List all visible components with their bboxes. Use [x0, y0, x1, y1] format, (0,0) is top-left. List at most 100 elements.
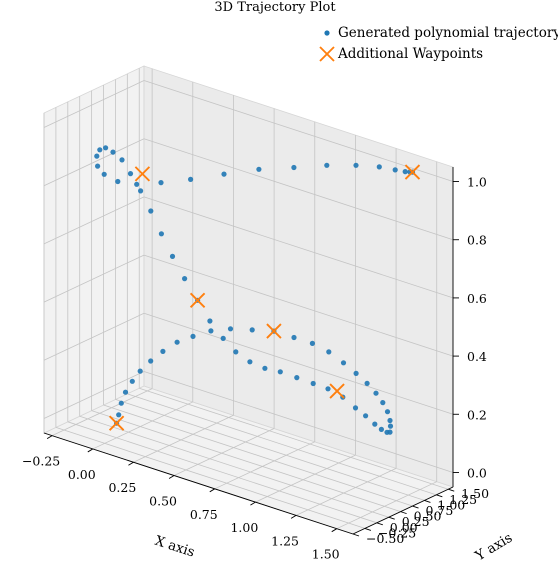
- x-tick-label: 0.25: [108, 480, 136, 495]
- trajectory-point: [380, 400, 386, 406]
- y-tick-label: −0.50: [366, 531, 404, 546]
- z-grid-left: [43, 80, 145, 128]
- trajectory-point: [364, 380, 370, 386]
- axis-lines: [43, 167, 459, 537]
- z-tick-label: 0.4: [467, 349, 487, 364]
- y-grid-floor: [91, 410, 401, 512]
- x-axis-line: [43, 432, 354, 535]
- trajectory-point: [363, 413, 369, 419]
- y-tick-mark: [448, 488, 455, 492]
- trajectory-point: [97, 147, 103, 153]
- waypoint-marker: [108, 415, 125, 431]
- x-tick-mark: [168, 475, 175, 479]
- trajectory-point: [352, 405, 359, 411]
- y-tick-label: 1.00: [437, 497, 465, 512]
- z-grid-back: [143, 196, 454, 299]
- trajectory-point: [340, 360, 347, 366]
- trajectory-point: [158, 180, 164, 186]
- legend-label-waypoints: Additional Waypoints: [337, 46, 483, 62]
- trajectory-point: [291, 164, 297, 171]
- legend-marker-trajectory: [324, 30, 330, 36]
- legend-label-trajectory: Generated polynomial trajectory: [338, 25, 558, 41]
- trajectory-point: [160, 348, 166, 354]
- trajectory-point: [119, 157, 125, 163]
- trajectory-point: [277, 369, 283, 375]
- x-tick-mark: [250, 501, 256, 506]
- trajectory-point: [137, 368, 143, 374]
- waypoint-marker: [404, 164, 421, 180]
- trajectory-point: [110, 149, 116, 155]
- trajectory-point: [384, 409, 391, 415]
- z-tick-label: 0.6: [467, 291, 487, 306]
- y-tick-mark: [436, 494, 443, 498]
- tick-labels: −0.250.000.250.500.751.001.251.50−0.50−0…: [22, 175, 489, 562]
- trajectory-point: [134, 181, 140, 187]
- y-tick-mark: [400, 511, 407, 515]
- x-tick-label: 0.75: [190, 507, 218, 522]
- trajectory-point: [387, 423, 394, 429]
- trajectory-point: [249, 327, 255, 333]
- x-tick-mark: [128, 461, 134, 466]
- y-tick-label: 0.00: [390, 520, 418, 535]
- trajectory-point: [169, 253, 176, 259]
- trajectory-point: [115, 178, 121, 185]
- left-wall-pane: [43, 65, 145, 434]
- x-tick-mark: [290, 515, 297, 519]
- trajectory-point: [291, 334, 297, 341]
- z-grid-back: [143, 138, 454, 241]
- grid-lines: [43, 68, 454, 535]
- x-tick-label: −0.25: [22, 454, 60, 469]
- z-tick-label: 0.0: [467, 466, 487, 481]
- y-tick-label: 0.50: [414, 509, 442, 524]
- z-grid-left: [43, 138, 145, 187]
- trajectory-point: [94, 153, 100, 159]
- trajectory-point: [227, 326, 234, 332]
- trajectory-point: [148, 208, 154, 214]
- trajectory-point: [326, 349, 332, 355]
- trajectory-point: [208, 328, 214, 334]
- trajectory-point: [182, 276, 188, 282]
- axis-panes: [42, 65, 455, 535]
- y-grid-floor: [127, 393, 437, 496]
- z-tick-label: 0.2: [467, 407, 487, 422]
- x-tick-mark: [46, 435, 53, 440]
- x-tick-mark: [87, 448, 94, 453]
- x-tick-mark: [209, 488, 215, 493]
- y-tick-label: 0.25: [402, 514, 430, 529]
- trajectory-point: [207, 318, 213, 324]
- y-axis-label: Y axis: [472, 530, 516, 565]
- z-grid-left: [43, 371, 145, 419]
- z-tick-label: 1.0: [467, 175, 487, 190]
- trajectory-point: [174, 339, 180, 345]
- y-tick-mark: [364, 527, 372, 531]
- y-tick-mark: [352, 533, 360, 537]
- x-tick-label: 0.50: [149, 494, 177, 509]
- x-tick-mark: [331, 528, 337, 533]
- trajectory-point: [325, 386, 331, 392]
- trajectory-point: [138, 188, 144, 194]
- y-tick-mark: [388, 516, 395, 520]
- trajectory-point: [262, 365, 268, 371]
- trajectory-point: [221, 171, 227, 177]
- y-tick-label: 1.50: [461, 486, 489, 501]
- waypoint-marker: [189, 292, 206, 308]
- z-grid-back: [143, 312, 454, 415]
- z-grid-back: [143, 80, 454, 182]
- data-marks: [94, 145, 421, 435]
- trajectory-point: [247, 359, 253, 365]
- trajectory-point: [95, 163, 101, 169]
- trajectory-point: [118, 400, 124, 406]
- trajectory-point: [376, 164, 382, 170]
- x-tick-label: 1.50: [312, 547, 340, 562]
- y-tick-mark: [424, 500, 431, 503]
- x-axis-label: X axis: [153, 533, 197, 561]
- legend-marker-waypoints: [319, 46, 335, 62]
- waypoint-marker: [134, 166, 151, 182]
- trajectory-point: [353, 162, 359, 168]
- trajectory-point: [220, 335, 226, 341]
- y-grid-floor: [79, 415, 389, 518]
- legend: Generated polynomial trajectory Addition…: [319, 25, 558, 62]
- x-tick-label: 1.00: [230, 520, 258, 535]
- y-grid-floor: [67, 421, 377, 524]
- trajectory-point: [122, 389, 129, 395]
